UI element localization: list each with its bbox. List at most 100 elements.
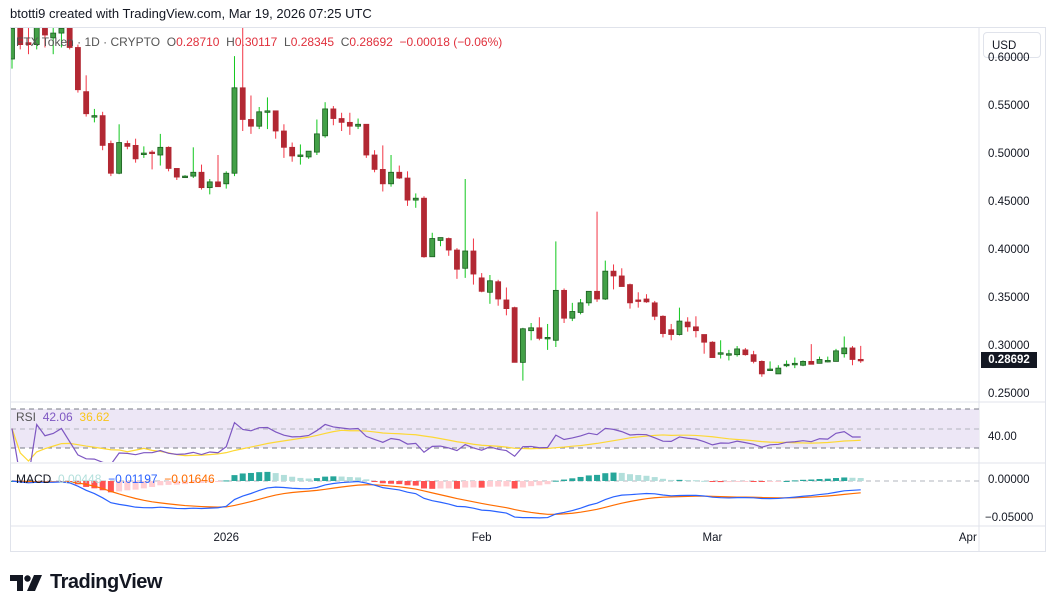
candle-body	[841, 347, 848, 355]
macd-histogram-bar	[742, 481, 749, 482]
candle-body	[783, 363, 790, 367]
macd-histogram-bar	[841, 477, 848, 481]
symbol-legend: FTX Token · 1D · CRYPTO O0.28710 H0.3011…	[16, 35, 503, 49]
candle-body	[355, 123, 361, 127]
candle	[544, 323, 551, 350]
macd-histogram-bar	[833, 478, 839, 481]
macd-histogram-bar	[91, 481, 98, 489]
macd-histogram-bar	[635, 475, 642, 481]
candle-body	[124, 143, 131, 147]
macd-histogram-bar	[264, 471, 271, 481]
candle-body	[651, 302, 658, 317]
candle-body	[750, 354, 757, 362]
candle	[421, 196, 427, 258]
candle-body	[577, 302, 584, 313]
symbol-name[interactable]: FTX Token	[16, 35, 74, 49]
candle-body	[495, 281, 502, 300]
macd-histogram-bar	[231, 475, 238, 481]
candle-body	[561, 289, 567, 319]
candle	[758, 360, 765, 377]
macd-histogram-bar	[140, 481, 147, 489]
candle	[660, 315, 666, 338]
macd-histogram-bar	[346, 477, 353, 481]
high-label: H	[226, 35, 235, 49]
candle	[116, 124, 123, 175]
macd-histogram-bar	[116, 481, 123, 492]
macd-histogram-bar	[388, 481, 395, 484]
macd-histogram-bar	[569, 478, 576, 481]
time-tick-label: Mar	[702, 532, 723, 544]
candle-body	[223, 172, 230, 185]
candle-body	[816, 359, 823, 364]
candle	[75, 44, 81, 93]
candle	[355, 118, 361, 130]
low-label: L	[284, 35, 291, 49]
open-label: O	[166, 35, 177, 49]
candle-body	[709, 341, 716, 358]
macd-histogram-bar	[709, 481, 716, 482]
macd-histogram-bar	[421, 481, 427, 489]
candle-body	[379, 168, 386, 185]
macd-histogram-bar	[503, 481, 510, 487]
rsi-axis-label: 40.00	[988, 431, 1017, 443]
candle-body	[215, 181, 221, 188]
candle-body	[371, 154, 378, 170]
candle-body	[437, 237, 444, 241]
candle	[91, 108, 98, 123]
candle	[58, 28, 65, 48]
candle	[767, 361, 773, 371]
macd-label[interactable]: MACD	[16, 472, 52, 486]
macd-histogram-bar	[528, 481, 535, 487]
macd-histogram-bar	[577, 476, 584, 481]
logo-text: TradingView	[50, 571, 162, 593]
candle-body	[833, 350, 839, 362]
candle	[833, 348, 839, 362]
candle-body	[824, 360, 831, 363]
candles-layer	[11, 28, 864, 381]
candle	[404, 171, 411, 206]
candle	[800, 360, 806, 367]
candle-body	[91, 115, 98, 118]
candle	[256, 107, 263, 130]
macd-histogram-bar	[297, 477, 304, 481]
candle	[725, 349, 732, 361]
candle-body	[742, 349, 749, 356]
candle-body	[487, 280, 493, 293]
macd-histogram-bar	[602, 473, 609, 481]
macd-histogram-bar	[206, 481, 213, 483]
macd-histogram-bar	[280, 474, 287, 481]
candle	[248, 95, 254, 134]
rsi-line	[11, 421, 861, 462]
rsi-label[interactable]: RSI	[16, 410, 37, 424]
currency-button[interactable]: USD	[983, 32, 1041, 58]
candle	[272, 110, 279, 139]
candle	[618, 268, 625, 287]
candle	[808, 344, 815, 365]
rsi-legend: RSI 42.06 36.62	[16, 410, 109, 424]
rsi-ma-line	[11, 428, 861, 462]
open-value: 0.28710	[176, 35, 220, 49]
macd-histogram-bar	[849, 477, 856, 481]
macd-histogram-bar	[767, 481, 774, 482]
candle-body	[421, 197, 427, 258]
candle-body	[281, 130, 287, 148]
macd-histogram-bar	[610, 472, 617, 481]
time-tick-label: 2026	[213, 532, 240, 544]
candle	[346, 112, 353, 135]
tradingview-logo[interactable]: TradingView	[10, 571, 162, 594]
macd-histogram-bar	[758, 481, 765, 483]
macd-histogram-bar	[857, 478, 864, 481]
macd-histogram-bar	[618, 472, 625, 481]
candle	[528, 323, 535, 341]
macd-histogram-bar	[355, 477, 362, 481]
macd-histogram-bar	[363, 479, 370, 481]
macd-histogram-bar	[239, 473, 246, 481]
interval[interactable]: 1D	[84, 35, 100, 49]
candle	[635, 292, 642, 308]
macd-histogram-bar	[289, 476, 296, 481]
candle	[734, 346, 741, 357]
macd-histogram-bar	[783, 480, 790, 482]
candle-body	[717, 352, 724, 355]
macd-histogram-bar	[132, 481, 139, 490]
